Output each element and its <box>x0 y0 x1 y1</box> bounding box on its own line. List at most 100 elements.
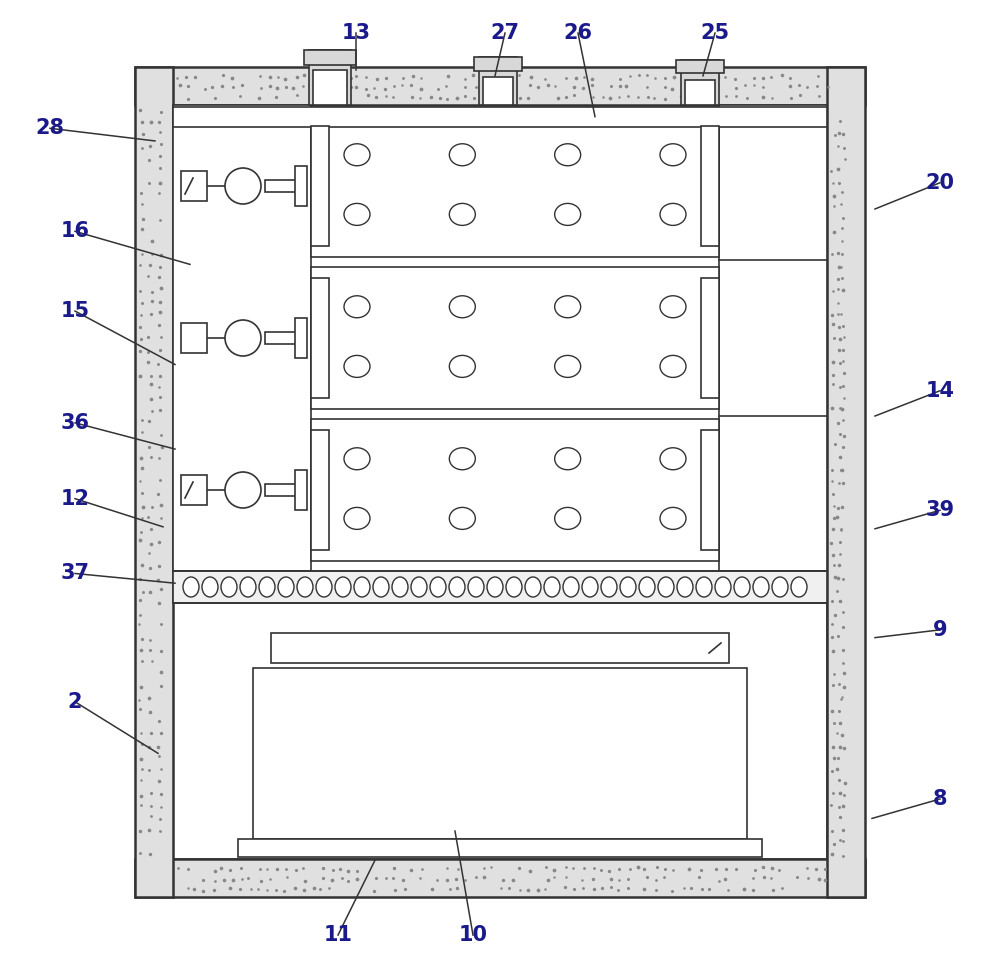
Ellipse shape <box>734 577 750 597</box>
Text: 8: 8 <box>933 789 947 809</box>
Bar <box>295 166 307 206</box>
Bar <box>676 60 724 73</box>
Text: 39: 39 <box>925 501 955 520</box>
Ellipse shape <box>660 295 686 318</box>
Ellipse shape <box>715 577 731 597</box>
Text: 12: 12 <box>60 489 90 508</box>
Ellipse shape <box>555 507 581 530</box>
Bar <box>701 278 719 398</box>
Bar <box>311 267 719 409</box>
Text: 26: 26 <box>564 23 592 43</box>
Text: 37: 37 <box>60 564 90 583</box>
Bar <box>135 67 865 105</box>
Bar <box>311 278 329 398</box>
Ellipse shape <box>240 577 256 597</box>
Text: 16: 16 <box>60 222 90 241</box>
Bar <box>173 105 827 859</box>
Bar <box>173 105 311 571</box>
Bar <box>295 470 307 510</box>
Ellipse shape <box>620 577 636 597</box>
Circle shape <box>225 168 261 204</box>
Ellipse shape <box>259 577 275 597</box>
Ellipse shape <box>660 144 686 166</box>
Ellipse shape <box>658 577 674 597</box>
Bar <box>181 475 207 505</box>
Ellipse shape <box>696 577 712 597</box>
Ellipse shape <box>449 203 475 226</box>
Text: 36: 36 <box>60 413 90 433</box>
Ellipse shape <box>555 144 581 166</box>
Bar <box>311 431 329 549</box>
Bar <box>483 77 513 105</box>
Bar <box>311 115 719 257</box>
Bar <box>309 50 351 105</box>
Ellipse shape <box>791 577 807 597</box>
Text: 9: 9 <box>933 620 947 640</box>
Bar <box>474 57 522 71</box>
Ellipse shape <box>449 448 475 469</box>
Ellipse shape <box>487 577 503 597</box>
Text: 14: 14 <box>926 381 954 400</box>
Ellipse shape <box>316 577 332 597</box>
Ellipse shape <box>344 356 370 377</box>
Bar <box>265 484 306 496</box>
Ellipse shape <box>449 507 475 530</box>
Ellipse shape <box>563 577 579 597</box>
Ellipse shape <box>468 577 484 597</box>
Text: 15: 15 <box>60 301 90 321</box>
Ellipse shape <box>660 448 686 469</box>
Ellipse shape <box>506 577 522 597</box>
Bar <box>271 633 729 663</box>
Ellipse shape <box>430 577 446 597</box>
Bar <box>295 318 307 358</box>
Ellipse shape <box>183 577 199 597</box>
Ellipse shape <box>639 577 655 597</box>
Ellipse shape <box>344 144 370 166</box>
Bar <box>173 107 827 127</box>
Bar <box>173 571 827 603</box>
Text: 2: 2 <box>68 692 82 712</box>
Ellipse shape <box>555 356 581 377</box>
Circle shape <box>225 472 261 508</box>
Ellipse shape <box>344 295 370 318</box>
Ellipse shape <box>555 203 581 226</box>
Ellipse shape <box>677 577 693 597</box>
Text: 28: 28 <box>36 119 64 138</box>
Ellipse shape <box>278 577 294 597</box>
Ellipse shape <box>221 577 237 597</box>
Bar <box>181 171 207 201</box>
Bar <box>304 50 356 65</box>
Ellipse shape <box>660 356 686 377</box>
Ellipse shape <box>449 295 475 318</box>
Ellipse shape <box>449 577 465 597</box>
Ellipse shape <box>335 577 351 597</box>
Bar <box>827 67 865 897</box>
Ellipse shape <box>772 577 788 597</box>
Ellipse shape <box>354 577 370 597</box>
Ellipse shape <box>344 507 370 530</box>
Bar <box>701 431 719 549</box>
Text: 25: 25 <box>700 23 730 43</box>
Bar <box>685 80 715 105</box>
Bar <box>681 60 719 105</box>
Bar <box>313 70 347 105</box>
Bar <box>265 180 306 192</box>
Ellipse shape <box>555 295 581 318</box>
Ellipse shape <box>449 356 475 377</box>
Bar <box>265 332 306 344</box>
Ellipse shape <box>660 507 686 530</box>
Ellipse shape <box>344 203 370 226</box>
Bar <box>701 126 719 246</box>
Bar <box>135 67 173 897</box>
Ellipse shape <box>582 577 598 597</box>
Bar <box>719 105 827 571</box>
Ellipse shape <box>601 577 617 597</box>
Bar <box>238 839 762 857</box>
Text: 11: 11 <box>324 925 352 945</box>
Ellipse shape <box>555 448 581 469</box>
Ellipse shape <box>392 577 408 597</box>
Bar <box>479 57 517 105</box>
Text: 27: 27 <box>490 23 520 43</box>
Text: 20: 20 <box>926 173 954 192</box>
Text: 10: 10 <box>458 925 488 945</box>
